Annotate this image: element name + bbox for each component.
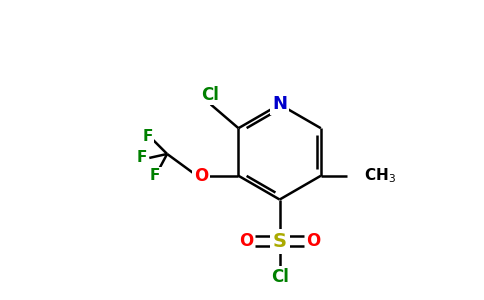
- Text: O: O: [239, 232, 253, 250]
- Text: F: F: [150, 168, 160, 183]
- Text: S: S: [272, 232, 287, 250]
- Text: F: F: [142, 129, 152, 144]
- Text: Cl: Cl: [201, 85, 219, 103]
- Text: O: O: [306, 232, 320, 250]
- Text: F: F: [136, 150, 147, 165]
- Text: CH$_3$: CH$_3$: [364, 167, 396, 185]
- Text: O: O: [194, 167, 208, 185]
- Text: N: N: [272, 95, 287, 113]
- Text: Cl: Cl: [271, 268, 288, 286]
